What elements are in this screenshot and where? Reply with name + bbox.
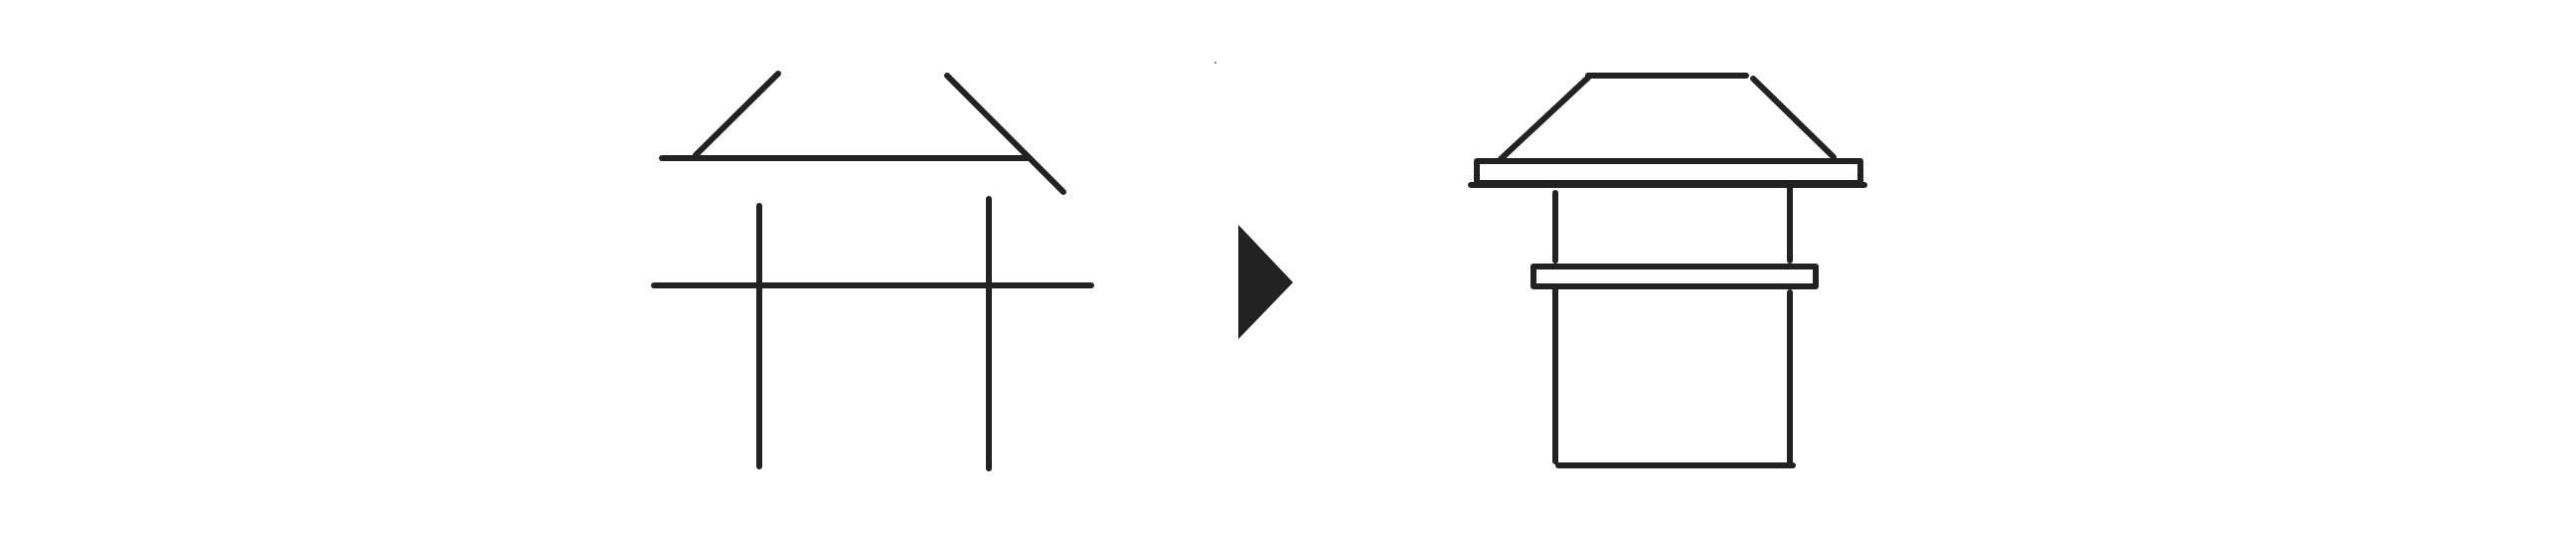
lower-frame: [1552, 285, 1796, 468]
roof-right-slant: [944, 73, 1066, 195]
assembled-pavilion: [1468, 73, 1867, 468]
upper-posts: [1552, 183, 1793, 264]
stray-dot: [1213, 61, 1217, 65]
roof-beam: [1474, 158, 1863, 186]
roof-cap-right: [1750, 76, 1837, 160]
roof-cap: [1498, 73, 1837, 162]
roof-cap-left: [1498, 75, 1591, 162]
loose-line-set: [651, 71, 1094, 471]
roof-left-slant: [693, 71, 781, 158]
middle-beam: [1530, 264, 1819, 289]
transform-arrow: [1238, 225, 1293, 339]
